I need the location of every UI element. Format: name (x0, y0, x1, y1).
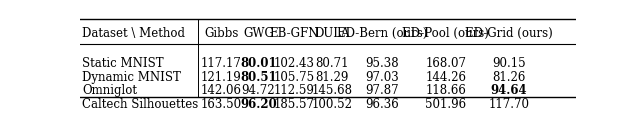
Text: 105.75: 105.75 (274, 70, 315, 83)
Text: 81.26: 81.26 (492, 70, 525, 83)
Text: 81.29: 81.29 (315, 70, 348, 83)
Text: 501.96: 501.96 (425, 97, 467, 110)
Text: 96.20: 96.20 (240, 97, 277, 110)
Text: 121.19: 121.19 (201, 70, 242, 83)
Text: 80.51: 80.51 (240, 70, 277, 83)
Text: 117.70: 117.70 (488, 97, 529, 110)
Text: 80.01: 80.01 (240, 56, 277, 69)
Text: Dynamic MNIST: Dynamic MNIST (82, 70, 181, 83)
Text: EB-GFN: EB-GFN (270, 27, 319, 39)
Text: 90.15: 90.15 (492, 56, 526, 69)
Text: DULA: DULA (314, 27, 349, 39)
Text: 95.38: 95.38 (365, 56, 399, 69)
Text: 100.52: 100.52 (311, 97, 352, 110)
Text: 97.03: 97.03 (365, 70, 399, 83)
Text: ED-Pool (ours): ED-Pool (ours) (403, 27, 489, 39)
Text: Caltech Silhouettes: Caltech Silhouettes (82, 97, 198, 110)
Text: 142.06: 142.06 (201, 84, 242, 96)
Text: Gibbs: Gibbs (204, 27, 239, 39)
Text: 163.50: 163.50 (201, 97, 242, 110)
Text: 185.57: 185.57 (274, 97, 315, 110)
Text: 94.64: 94.64 (491, 84, 527, 96)
Text: 80.71: 80.71 (315, 56, 348, 69)
Text: 118.66: 118.66 (426, 84, 466, 96)
Text: Omniglot: Omniglot (82, 84, 137, 96)
Text: 112.59: 112.59 (274, 84, 315, 96)
Text: 145.68: 145.68 (311, 84, 352, 96)
Text: GWG: GWG (243, 27, 274, 39)
Text: 102.43: 102.43 (274, 56, 315, 69)
Text: Dataset \ Method: Dataset \ Method (82, 27, 185, 39)
Text: 97.87: 97.87 (365, 84, 399, 96)
Text: ED-Bern (ours): ED-Bern (ours) (337, 27, 428, 39)
Text: ED-Grid (ours): ED-Grid (ours) (465, 27, 553, 39)
Text: 96.36: 96.36 (365, 97, 399, 110)
Text: 117.17: 117.17 (201, 56, 242, 69)
Text: 144.26: 144.26 (426, 70, 467, 83)
Text: 168.07: 168.07 (426, 56, 467, 69)
Text: Static MNIST: Static MNIST (82, 56, 164, 69)
Text: 94.72: 94.72 (242, 84, 275, 96)
